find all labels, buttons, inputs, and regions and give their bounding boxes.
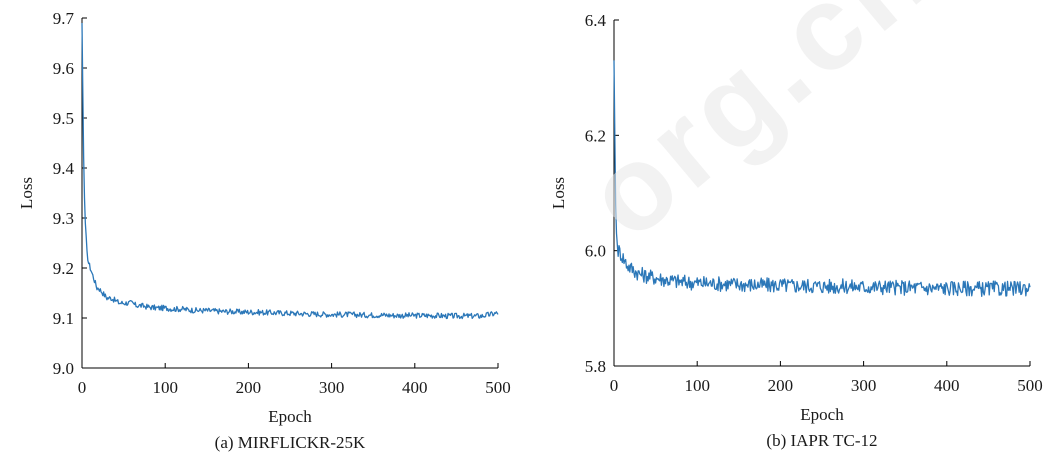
chart-0-x-tick-label: 0	[78, 378, 87, 397]
chart-0-x-axis-title: Epoch	[268, 407, 312, 426]
chart-1-y-tick-label: 6.4	[585, 11, 607, 30]
chart-1-y-tick-label: 6.0	[585, 242, 606, 261]
chart-0-series-line	[81, 22, 499, 320]
chart-0-y-tick-label: 9.5	[53, 109, 74, 128]
chart-0-caption: (a) MIRFLICKR-25K	[215, 433, 366, 452]
chart-1-x-tick-label: 400	[934, 376, 960, 395]
chart-1-x-tick-label: 200	[768, 376, 794, 395]
chart-1-caption: (b) IAPR TC-12	[766, 431, 877, 450]
chart-0-y-tick-label: 9.2	[53, 259, 74, 278]
chart-0-y-tick-label: 9.1	[53, 309, 74, 328]
chart-0-x-tick-label: 300	[319, 378, 345, 397]
chart-1-x-tick-label: 0	[610, 376, 619, 395]
chart-a-svg: 9.0 9.1 9.2 9.3 9.4 9.5 9.6 9.7 0 100 200 300 400 500…	[17, 9, 511, 452]
chart-1-x-tick-label: 500	[1017, 376, 1043, 395]
chart-1-series-line	[613, 60, 1031, 297]
chart-0-x-tick-label: 400	[402, 378, 428, 397]
chart-panel-b: 5.8 6.0 6.2 6.4 0 100 200 300 400 500 Epoch Loss (b)…	[524, 0, 1048, 466]
chart-0-y-tick-label: 9.0	[53, 359, 74, 378]
chart-0-x-tick-label: 200	[236, 378, 262, 397]
chart-1-y-tick-label: 6.2	[585, 126, 606, 145]
chart-1-y-tick-label: 5.8	[585, 357, 606, 376]
chart-1-y-axis-title: Loss	[549, 177, 568, 209]
chart-1-x-tick-label: 300	[851, 376, 877, 395]
chart-0-y-axis-title: Loss	[17, 177, 36, 209]
chart-0-x-tick-label: 500	[485, 378, 511, 397]
chart-0-y-tick-label: 9.4	[53, 159, 75, 178]
chart-panel-a: 9.0 9.1 9.2 9.3 9.4 9.5 9.6 9.7 0 100 200 300 400 500…	[0, 0, 520, 466]
chart-0-y-tick-label: 9.6	[53, 59, 74, 78]
chart-0-x-tick-label: 100	[152, 378, 178, 397]
chart-1-x-axis-title: Epoch	[800, 405, 844, 424]
chart-b-svg: 5.8 6.0 6.2 6.4 0 100 200 300 400 500 Epoch Loss (b)…	[549, 11, 1043, 450]
chart-1-x-tick-label: 100	[684, 376, 710, 395]
chart-0-y-tick-label: 9.7	[53, 9, 75, 28]
chart-0-y-tick-label: 9.3	[53, 209, 74, 228]
